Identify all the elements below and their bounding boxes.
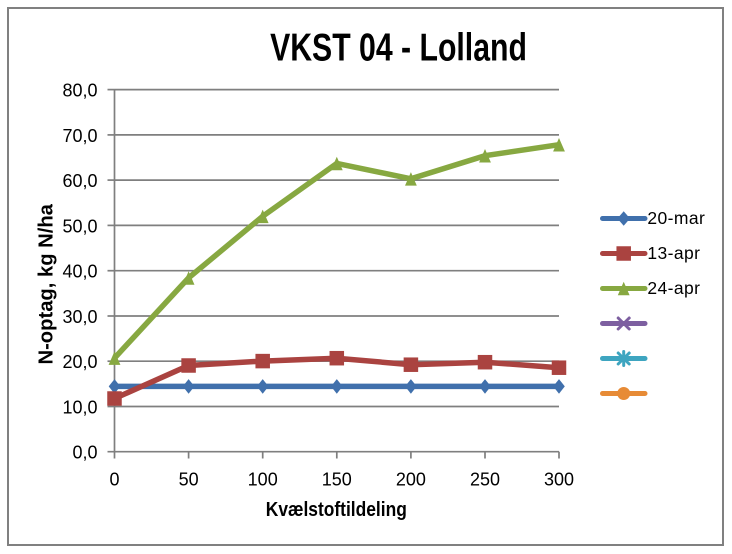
svg-text:0: 0	[109, 470, 119, 490]
svg-text:150: 150	[322, 470, 352, 490]
svg-text:200: 200	[396, 470, 426, 490]
svg-text:24-apr: 24-apr	[647, 278, 700, 298]
svg-text:40,0: 40,0	[62, 262, 97, 282]
svg-text:30,0: 30,0	[62, 307, 97, 327]
svg-text:50: 50	[179, 470, 199, 490]
svg-text:250: 250	[470, 470, 500, 490]
svg-text:10,0: 10,0	[62, 398, 97, 418]
svg-text:N-optag, kg N/ha: N-optag, kg N/ha	[36, 203, 58, 364]
svg-text:70,0: 70,0	[62, 126, 97, 146]
svg-text:0,0: 0,0	[72, 443, 97, 463]
svg-text:80,0: 80,0	[62, 81, 97, 101]
svg-text:20-mar: 20-mar	[647, 208, 705, 228]
svg-text:60,0: 60,0	[62, 171, 97, 191]
svg-text:100: 100	[248, 470, 278, 490]
svg-text:50,0: 50,0	[62, 216, 97, 236]
svg-text:VKST 04 - Lolland: VKST 04 - Lolland	[270, 26, 527, 70]
svg-text:20,0: 20,0	[62, 352, 97, 372]
svg-text:Kvælstoftildeling: Kvælstoftildeling	[266, 498, 407, 520]
svg-text:300: 300	[544, 470, 574, 490]
svg-text:13-apr: 13-apr	[647, 243, 700, 263]
